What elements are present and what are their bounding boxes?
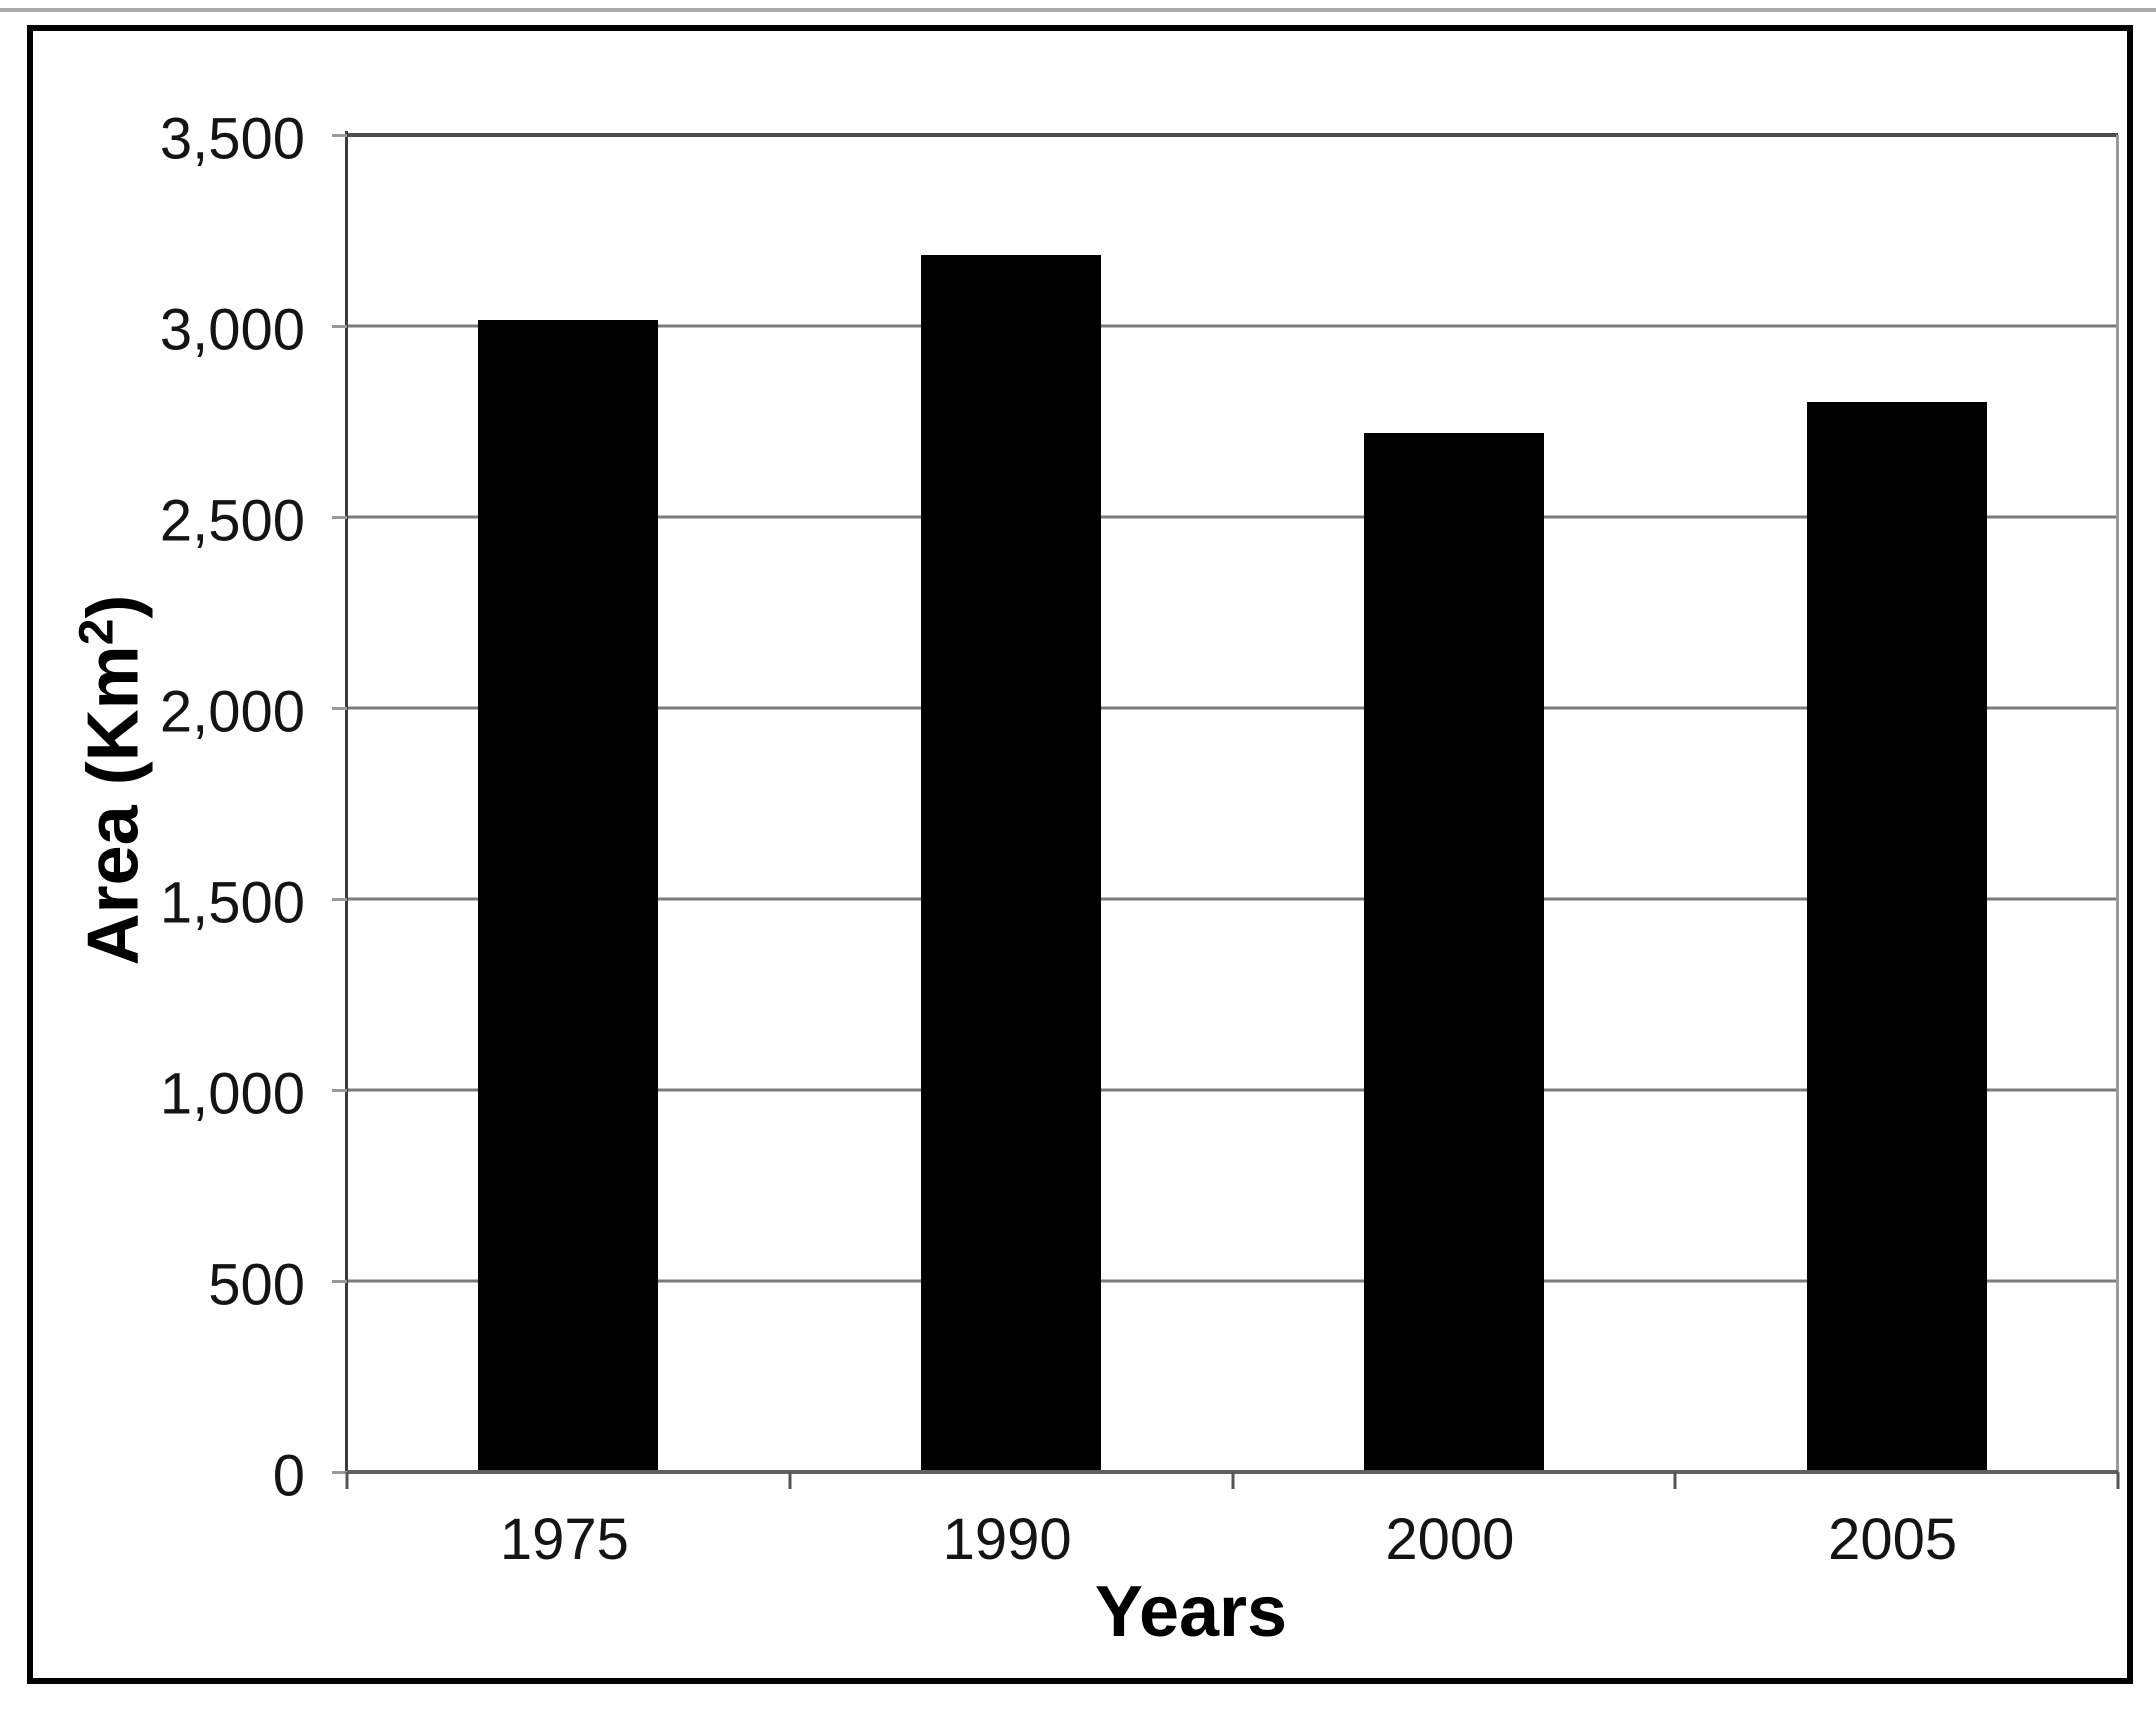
bar-2005 — [1806, 402, 1987, 1472]
y-tick-mark-1,500 — [332, 897, 347, 901]
x-tick-label-2000: 2000 — [1385, 1507, 1515, 1572]
gridline-2500 — [347, 515, 2118, 519]
x-tick-mark-2 — [1231, 1472, 1234, 1489]
gridline-3500 — [347, 133, 2118, 137]
x-tick-mark-1 — [788, 1472, 792, 1489]
y-tick-label-3,000: 3,000 — [159, 297, 305, 363]
x-axis-title: Years — [1094, 1572, 1288, 1652]
plot-area — [347, 133, 2118, 1472]
y-tick-label-2,500: 2,500 — [159, 488, 305, 554]
y-tick-mark-3,500 — [332, 133, 347, 137]
x-tick-label-2005: 2005 — [1828, 1507, 1958, 1572]
x-tick-label-1975: 1975 — [499, 1507, 629, 1572]
bar-2000 — [1363, 432, 1544, 1472]
gridline-2000 — [347, 706, 2118, 710]
gridline-3000 — [347, 324, 2118, 328]
y-tick-mark-2,000 — [332, 706, 347, 710]
y-tick-label-2,000: 2,000 — [159, 679, 305, 745]
y-axis-title-close-paren: ) — [73, 594, 154, 619]
bar-1990 — [921, 255, 1102, 1472]
plot-right-border — [2116, 135, 2119, 1472]
y-tick-mark-3,000 — [332, 324, 347, 328]
x-tick-mark-3 — [1673, 1472, 1677, 1489]
y-tick-label-3,500: 3,500 — [159, 106, 305, 172]
bar-1975 — [478, 320, 659, 1472]
y-tick-label-1,000: 1,000 — [159, 1061, 305, 1127]
x-tick-mark-4 — [2116, 1472, 2120, 1489]
y-tick-mark-1,000 — [332, 1088, 347, 1092]
y-axis-line — [345, 131, 348, 1472]
y-tick-label-1,500: 1,500 — [159, 870, 305, 936]
y-tick-mark-500 — [332, 1279, 347, 1283]
gridline-1000 — [347, 1088, 2118, 1092]
y-tick-label-500: 500 — [208, 1252, 305, 1318]
x-tick-label-1990: 1990 — [942, 1507, 1072, 1572]
gridline-1500 — [347, 897, 2118, 901]
y-axis-title-superscript: 2 — [70, 618, 124, 646]
x-tick-mark-0 — [345, 1472, 349, 1489]
y-tick-mark-0 — [332, 1470, 347, 1474]
gridline-500 — [347, 1279, 2118, 1283]
screenshot-top-edge-line — [0, 8, 2156, 12]
y-tick-label-0: 0 — [272, 1443, 305, 1509]
y-tick-mark-2,500 — [332, 515, 347, 519]
